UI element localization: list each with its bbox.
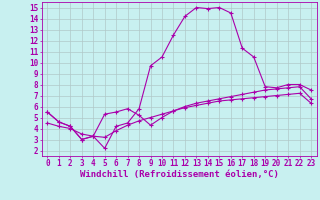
X-axis label: Windchill (Refroidissement éolien,°C): Windchill (Refroidissement éolien,°C) — [80, 170, 279, 179]
